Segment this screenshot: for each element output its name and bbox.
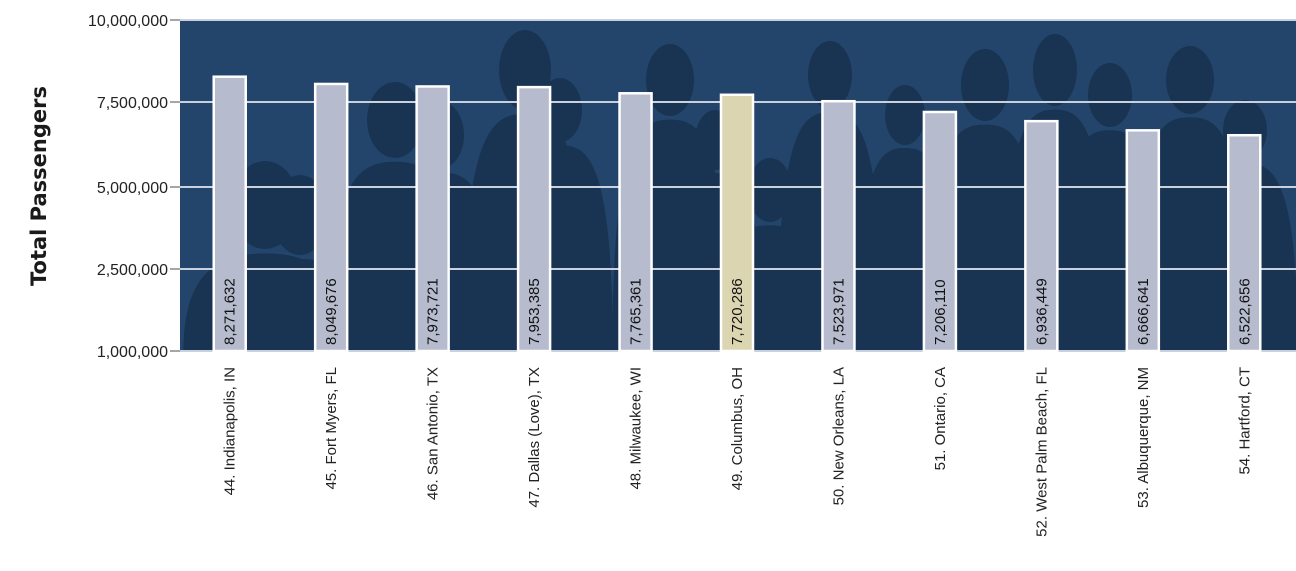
y-tick-label: 2,500,000 (97, 262, 168, 279)
bar-value-label: 8,271,632 (222, 278, 239, 345)
y-axis-label: Total Passengers (27, 86, 51, 286)
category-label: 54. Hartford, CT (1236, 367, 1253, 475)
category-label: 53. Albuquerque, NM (1135, 367, 1152, 508)
category-label: 44. Indianapolis, IN (222, 367, 239, 495)
bar-value-label: 7,523,971 (830, 278, 847, 345)
bar (719, 93, 755, 353)
bar (922, 110, 958, 353)
y-tick-label: 7,500,000 (97, 95, 168, 112)
y-tick-label: 10,000,000 (88, 13, 168, 30)
bar-value-label: 8,049,676 (323, 278, 340, 345)
bar (1024, 119, 1059, 353)
bar-value-label: 6,666,641 (1135, 278, 1152, 345)
category-label: 46. San Antonio, TX (425, 367, 442, 500)
bar-value-label: 7,953,385 (526, 278, 543, 345)
category-label: 50. New Orleans, LA (830, 367, 847, 505)
y-axis-ticks: 1,000,000 2,500,000 5,000,000 7,500,000 10,0… (88, 13, 180, 361)
bar (618, 92, 653, 353)
category-label: 47. Dallas (Love), TX (526, 367, 543, 508)
bar (821, 99, 856, 353)
bar (1227, 133, 1262, 353)
category-label: 48. Milwaukee, WI (628, 367, 645, 490)
bar-value-label: 7,720,286 (729, 278, 746, 345)
bar (212, 75, 247, 353)
category-labels: 44. Indianapolis, IN 45. Fort Myers, FL 46… (222, 367, 1254, 537)
y-tick-label: 1,000,000 (97, 344, 168, 361)
category-label: 49. Columbus, OH (729, 367, 746, 490)
bar (415, 85, 450, 353)
bar-value-label: 7,765,361 (628, 278, 645, 345)
bar-value-label: 7,973,721 (425, 278, 442, 345)
bar-value-label: 6,936,449 (1033, 278, 1050, 345)
bar-value-label: 6,522,656 (1236, 278, 1253, 345)
category-label: 51. Ontario, CA (932, 367, 949, 470)
y-tick-label: 5,000,000 (97, 180, 168, 197)
category-label: 52. West Palm Beach, FL (1033, 367, 1050, 537)
bar (516, 85, 552, 353)
bars: 8,271,632 8,049,676 7,973,721 7,953,385 7,76… (212, 75, 1262, 353)
bar (1125, 129, 1161, 353)
bar (313, 82, 349, 353)
bar-value-label: 7,206,110 (932, 279, 949, 345)
category-label: 45. Fort Myers, FL (323, 367, 340, 490)
